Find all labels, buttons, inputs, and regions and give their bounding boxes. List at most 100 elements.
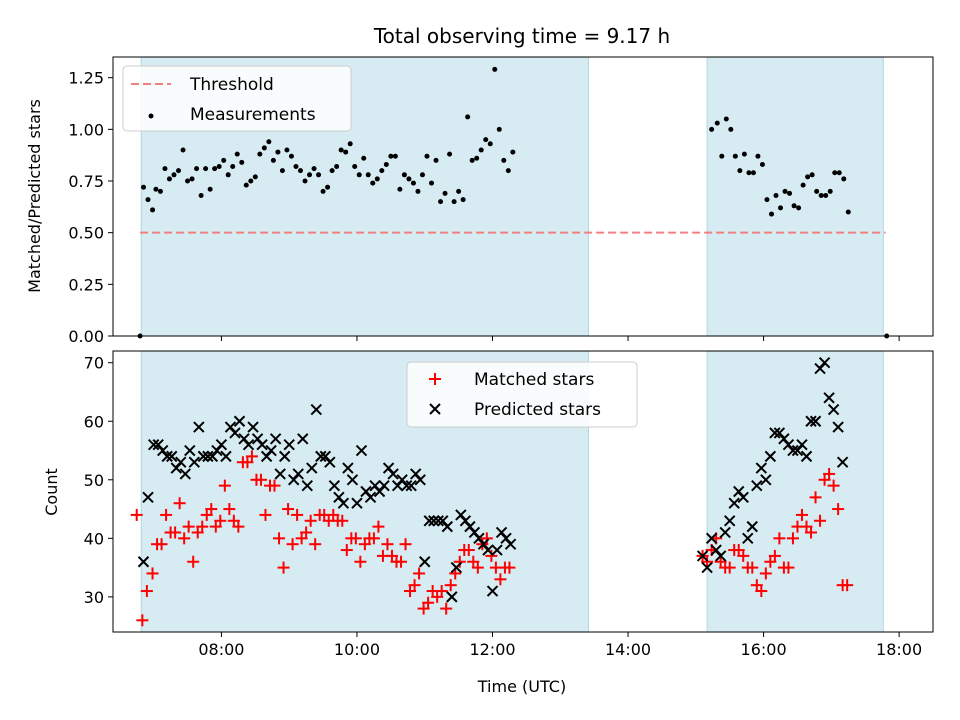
measurement-point-104 xyxy=(796,205,802,211)
predicted-star-point-62 xyxy=(414,474,426,486)
measurement-point-20 xyxy=(221,157,227,163)
measurement-point-91 xyxy=(737,168,743,174)
matched-star-point-100 xyxy=(768,549,781,562)
predicted-star-point-6 xyxy=(161,450,173,463)
legend-measurements-label: Measurements xyxy=(190,105,316,125)
top-y-tick-label-2: 0.25 xyxy=(68,275,104,294)
matched-star-point-95 xyxy=(746,561,759,574)
measurement-point-58 xyxy=(392,153,398,159)
measurement-point-74 xyxy=(465,114,471,120)
matched-star-point-19 xyxy=(214,514,227,527)
measurement-point-59 xyxy=(397,186,403,192)
predicted-star-point-96 xyxy=(755,462,768,474)
matched-star-point-90 xyxy=(723,561,736,574)
predicted-star-point-112 xyxy=(827,403,840,416)
matched-star-point-76 xyxy=(471,561,484,574)
matched-star-point-63 xyxy=(413,567,426,580)
matched-stars-series xyxy=(130,450,854,627)
measurement-point-80 xyxy=(492,66,498,72)
top-legend-box xyxy=(122,65,352,132)
matched-star-point-13 xyxy=(187,555,200,568)
measurement-point-86 xyxy=(714,120,720,126)
measurement-point-15 xyxy=(198,192,204,198)
matched-star-point-60 xyxy=(399,538,412,551)
measurement-point-65 xyxy=(424,153,430,159)
matched-star-point-38 xyxy=(300,526,313,539)
matched-star-point-65 xyxy=(422,596,435,609)
measurement-point-14 xyxy=(194,166,200,172)
top-interval-2 xyxy=(706,56,884,337)
predicted-star-point-94 xyxy=(746,520,758,533)
bottom-axis-ticks: 08:00 10:00 12:00 14:00 16:00 18:00 30 40 50 60 70 xyxy=(84,354,923,659)
matched-star-point-68 xyxy=(435,585,448,598)
matched-star-point-17 xyxy=(205,503,218,516)
matched-star-point-12 xyxy=(182,520,195,533)
measurement-point-33 xyxy=(279,168,285,174)
measurement-point-110 xyxy=(823,192,829,198)
predicted-star-point-49 xyxy=(355,444,368,457)
matched-star-point-62 xyxy=(408,579,421,592)
predicted-star-point-88 xyxy=(719,526,731,539)
matched-star-point-109 xyxy=(809,491,822,504)
predicted-star-point-46 xyxy=(342,462,354,474)
measurement-point-96 xyxy=(759,161,765,167)
measurement-point-49 xyxy=(352,164,358,170)
bottom-x-tick-label-6: 18:00 xyxy=(876,640,922,659)
matched-star-point-46 xyxy=(336,514,349,527)
predicted-star-point-38 xyxy=(306,462,318,474)
matched-star-point-21 xyxy=(223,503,236,516)
measurement-point-60 xyxy=(401,172,407,178)
measurement-point-68 xyxy=(438,199,444,205)
matched-star-point-69 xyxy=(440,602,453,615)
matched-star-point-85 xyxy=(701,555,714,568)
top-y-tick-label-3: 0.50 xyxy=(68,224,104,243)
top-y-tick-label-6: 1.25 xyxy=(68,69,104,88)
predicted-star-point-113 xyxy=(832,421,844,433)
bottom-legend: Matched stars Predicted stars xyxy=(406,361,638,428)
bottom-legend-box xyxy=(406,361,638,428)
measurement-point-8 xyxy=(166,176,172,182)
measurement-point-16 xyxy=(203,166,209,172)
matched-star-point-59 xyxy=(395,555,408,568)
top-y-tick-label-1: 0.00 xyxy=(68,327,104,346)
bottom-y-tick-label-2: 40 xyxy=(84,529,104,548)
measurement-point-34 xyxy=(284,147,290,153)
predicted-star-point-12 xyxy=(188,456,201,468)
matched-star-point-3 xyxy=(140,585,153,598)
predicted-star-point-19 xyxy=(220,450,232,463)
matched-star-point-79 xyxy=(485,549,498,562)
measurement-point-19 xyxy=(216,164,222,170)
measurement-point-99 xyxy=(773,192,779,198)
measurement-point-5 xyxy=(153,186,159,192)
measurement-point-100 xyxy=(778,205,784,211)
measurement-point-95 xyxy=(755,153,761,159)
bottom-y-tick-label-4: 60 xyxy=(84,412,104,431)
matched-star-point-106 xyxy=(795,508,808,521)
x-axis-label: Time (UTC) xyxy=(477,677,566,696)
matched-star-point-108 xyxy=(805,526,818,539)
matched-star-point-81 xyxy=(494,573,507,586)
measurement-point-103 xyxy=(791,203,797,209)
bottom-x-tick-label-4: 14:00 xyxy=(605,640,651,659)
predicted-star-point-90 xyxy=(728,497,740,509)
measurement-point-36 xyxy=(293,164,299,170)
measurement-point-75 xyxy=(469,157,475,163)
matched-star-point-110 xyxy=(814,514,827,527)
measurement-point-85 xyxy=(709,126,715,132)
bottom-y-tick-label-1: 30 xyxy=(84,588,104,607)
legend-measurements-swatch xyxy=(148,113,154,119)
predicted-star-point-59 xyxy=(400,479,413,492)
bottom-x-tick-label-3: 12:00 xyxy=(469,640,515,659)
measurement-point-46 xyxy=(338,147,344,153)
measurement-point-66 xyxy=(429,180,435,186)
predicted-star-point-85 xyxy=(705,532,718,545)
matched-star-point-103 xyxy=(782,561,795,574)
measurement-point-61 xyxy=(406,176,412,182)
matched-star-point-40 xyxy=(309,538,322,551)
predicted-star-point-99 xyxy=(769,427,781,439)
measurement-point-24 xyxy=(239,159,245,165)
matched-star-point-29 xyxy=(259,508,272,521)
predicted-star-point-66 xyxy=(432,515,444,527)
measurement-point-37 xyxy=(297,168,303,174)
measurements-series xyxy=(137,66,890,339)
